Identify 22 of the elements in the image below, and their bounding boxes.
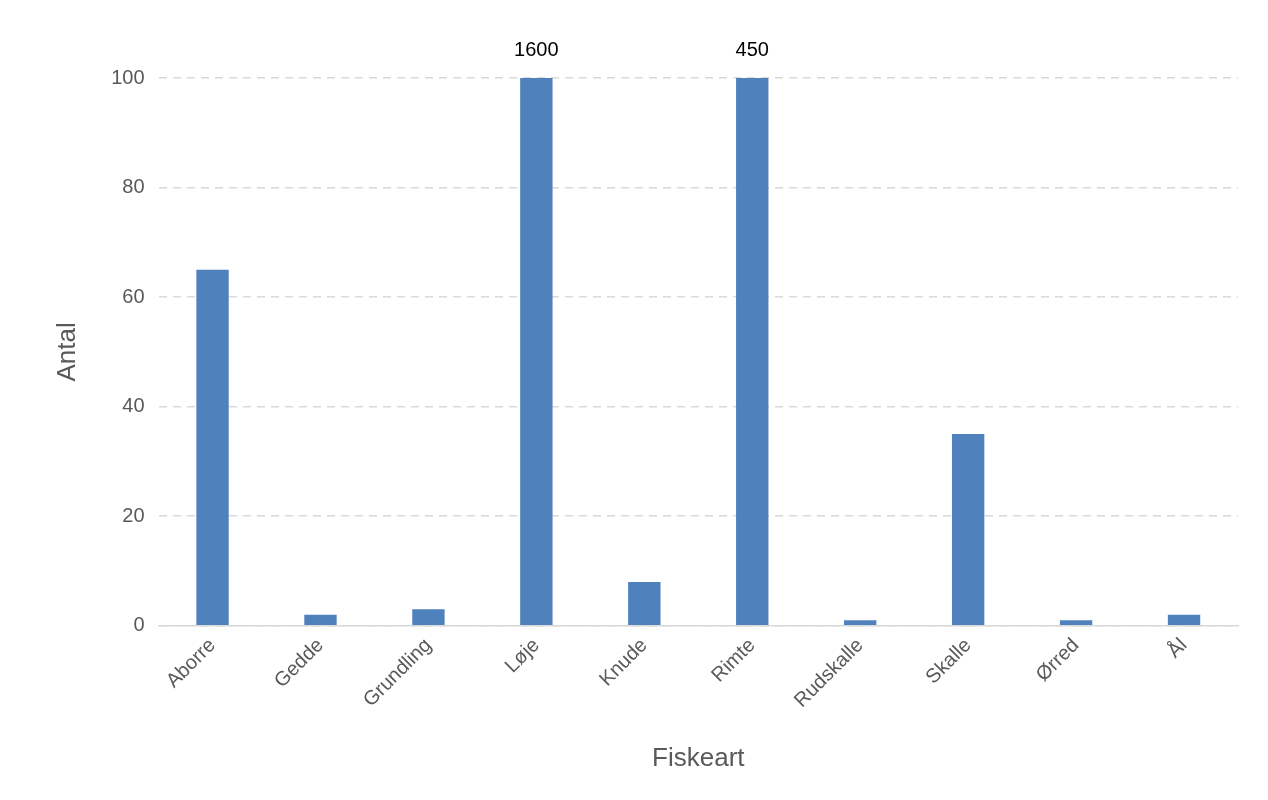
bar xyxy=(736,78,769,625)
bar xyxy=(1167,614,1201,625)
bar xyxy=(412,609,445,625)
y-tick-label: 0 xyxy=(133,613,145,636)
bar xyxy=(304,614,337,625)
bar xyxy=(951,434,985,625)
bar xyxy=(1059,620,1093,625)
x-axis-title: Fiskeart xyxy=(652,741,746,772)
y-axis-title: Antal xyxy=(50,322,81,382)
y-tick-label: 40 xyxy=(122,394,145,417)
x-tick-label: Ål xyxy=(1162,633,1191,662)
bar xyxy=(628,581,661,625)
bar xyxy=(520,78,553,625)
y-tick-label: 60 xyxy=(122,284,145,307)
y-tick-label: 100 xyxy=(111,65,145,88)
x-tick-label: Løje xyxy=(500,633,544,677)
y-tick-label: 80 xyxy=(122,175,145,198)
text: 450 xyxy=(735,37,769,60)
bar xyxy=(844,620,877,625)
y-tick-label: 20 xyxy=(122,503,145,526)
text: 1600 xyxy=(514,37,559,60)
bar xyxy=(196,269,229,625)
